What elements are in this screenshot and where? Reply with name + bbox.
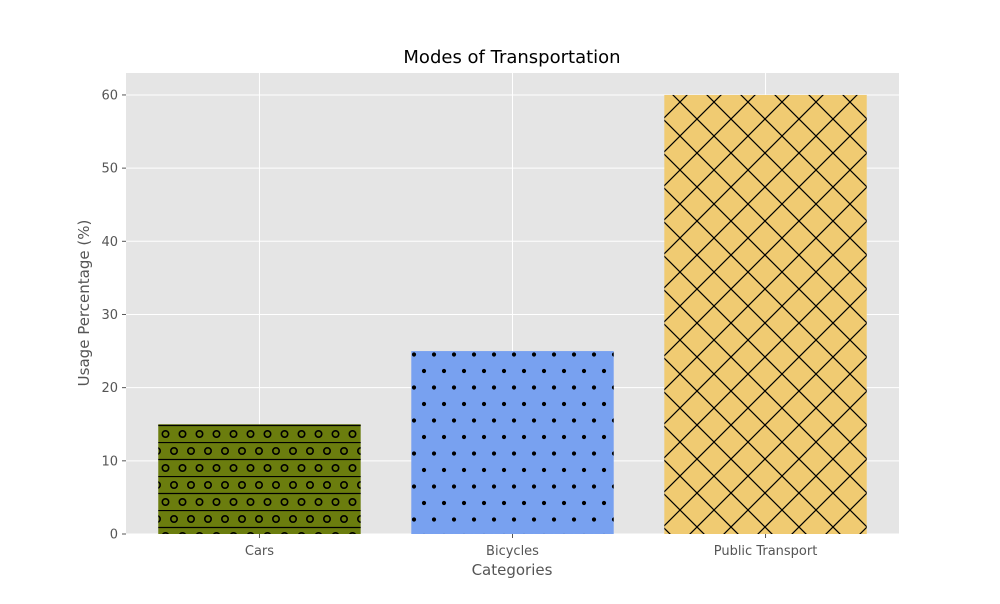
x-tick-label: Public Transport	[714, 544, 818, 559]
y-tick-label: 50	[101, 162, 118, 177]
y-tick-label: 30	[101, 308, 118, 323]
y-tick-label: 0	[110, 528, 118, 543]
bars	[158, 94, 867, 534]
y-axis-label: Usage Percentage (%)	[75, 220, 93, 387]
y-tick-label: 40	[101, 235, 118, 250]
bar-cars	[158, 424, 361, 534]
y-tick-label: 60	[101, 88, 118, 103]
bar-bicycles	[411, 351, 614, 534]
y-tick-label: 20	[101, 381, 118, 396]
chart-title: Modes of Transportation	[403, 47, 620, 68]
bar-hatch	[411, 351, 614, 534]
y-tick-label: 10	[101, 454, 118, 469]
x-axis-label: Categories	[472, 561, 553, 579]
axes: 0 10 20 30 40 50 60 Cars Bicycles Public Transpor…	[101, 88, 817, 559]
bar-hatch	[664, 94, 867, 534]
bar-public-transport	[664, 94, 867, 534]
x-tick-label: Cars	[245, 544, 274, 559]
x-tick-label: Bicycles	[486, 544, 539, 559]
bar-hatch	[158, 424, 361, 534]
